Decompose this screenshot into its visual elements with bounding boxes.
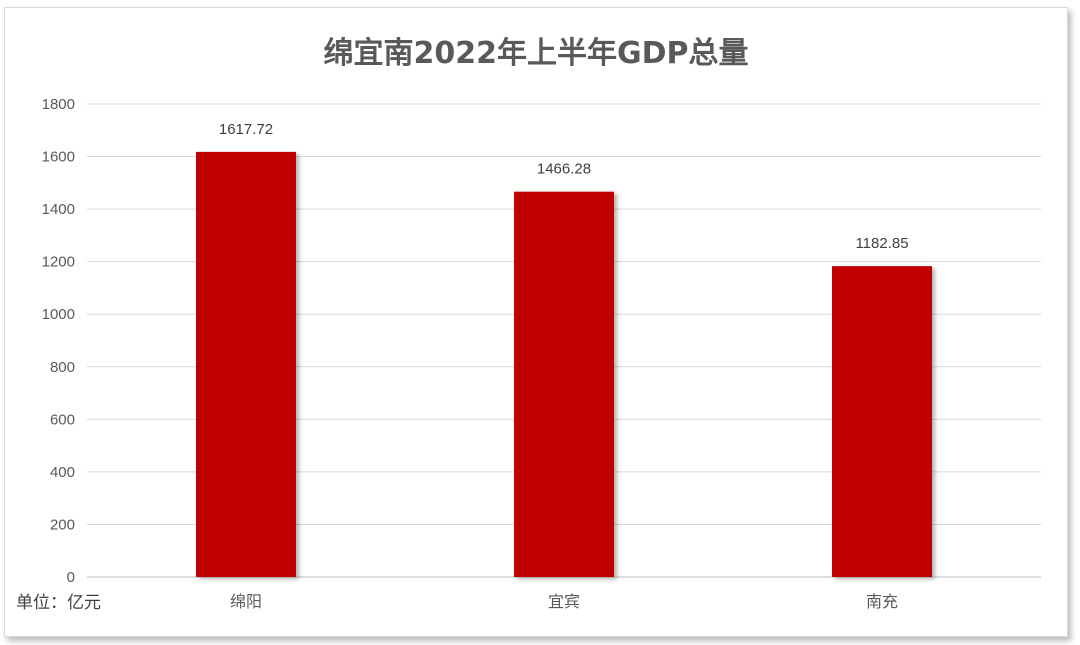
bar-chart: 0 200 400 600 800 1000 1200 1400 1600 1800 1617.72… [42,96,1041,611]
y-tick-label: 1800 [42,96,75,113]
bar [514,191,614,577]
y-tick-label: 1400 [42,201,75,218]
bar [196,151,296,577]
unit-note: 单位：亿元 [16,593,101,613]
data-label: 1617.72 [219,121,273,138]
y-tick-label: 400 [50,464,75,481]
y-tick-label: 200 [50,516,75,533]
y-tick-label: 800 [50,359,75,376]
y-tick-label: 1000 [42,306,75,323]
chart-frame: 绵宜南2022年上半年GDP总量 0 200 400 600 800 1000 1200 14… [4,7,1068,637]
chart-title: 绵宜南2022年上半年GDP总量 [323,36,749,71]
category-label: 南充 [866,592,898,611]
bar [832,266,932,577]
data-label: 1466.28 [537,161,591,178]
y-tick-label: 1600 [42,149,75,166]
category-label: 宜宾 [548,592,580,611]
y-tick-label: 600 [50,411,75,428]
data-label: 1182.85 [855,235,908,252]
category-label: 绵阳 [230,592,262,611]
y-tick-label: 1200 [42,254,75,271]
y-tick-label: 0 [67,569,75,586]
